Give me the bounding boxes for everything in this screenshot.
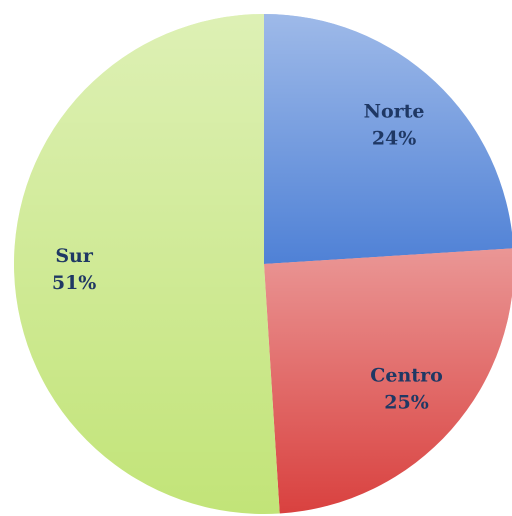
slice-value-label: 25% — [384, 392, 429, 414]
slice-value-label: 51% — [52, 272, 97, 294]
pie-slice — [13, 14, 280, 515]
slice-label: Norte — [364, 100, 425, 122]
slice-label: Centro — [370, 365, 442, 387]
slice-value-label: 24% — [372, 127, 417, 149]
slice-label: Sur — [55, 245, 94, 267]
